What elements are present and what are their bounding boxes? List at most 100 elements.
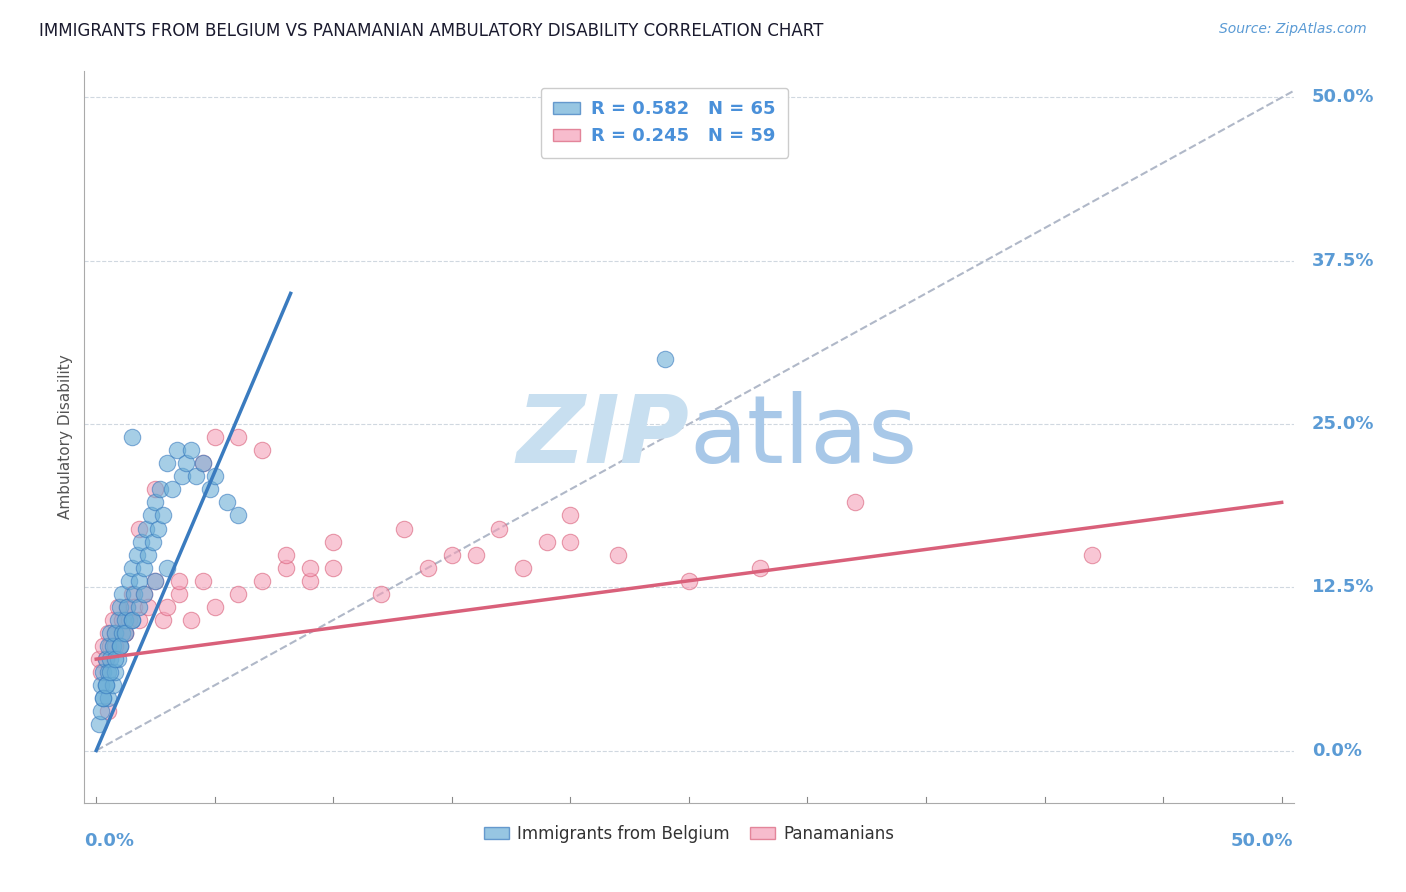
Point xyxy=(132,560,155,574)
Point xyxy=(167,587,190,601)
Point xyxy=(418,560,440,574)
Point xyxy=(180,443,202,458)
Point xyxy=(91,691,114,706)
Point xyxy=(191,456,214,470)
Point xyxy=(145,574,167,588)
Text: 12.5%: 12.5% xyxy=(1312,578,1374,596)
Point xyxy=(118,574,141,588)
Point xyxy=(91,665,114,680)
Point xyxy=(107,652,129,666)
Point xyxy=(606,548,628,562)
Point xyxy=(104,652,127,666)
Point xyxy=(128,521,150,535)
Point xyxy=(654,351,676,366)
Point xyxy=(180,613,202,627)
Point xyxy=(138,599,160,614)
Point xyxy=(128,574,150,588)
Point xyxy=(100,626,122,640)
Point xyxy=(108,599,131,614)
Point xyxy=(90,678,112,692)
Point xyxy=(250,443,273,458)
Point xyxy=(108,639,131,653)
Point xyxy=(191,574,214,588)
Point xyxy=(152,508,174,523)
Point xyxy=(184,469,207,483)
Point xyxy=(228,508,250,523)
Point xyxy=(104,626,127,640)
Text: 25.0%: 25.0% xyxy=(1312,415,1374,433)
Point xyxy=(111,626,134,640)
Point xyxy=(128,599,150,614)
Point xyxy=(91,639,114,653)
Point xyxy=(464,548,486,562)
Point xyxy=(322,534,344,549)
Text: 0.0%: 0.0% xyxy=(1312,741,1361,760)
Point xyxy=(94,678,117,692)
Point xyxy=(204,469,226,483)
Text: Source: ZipAtlas.com: Source: ZipAtlas.com xyxy=(1219,22,1367,37)
Point xyxy=(844,495,866,509)
Point xyxy=(250,574,273,588)
Point xyxy=(156,599,179,614)
Legend: Immigrants from Belgium, Panamanians: Immigrants from Belgium, Panamanians xyxy=(477,818,901,849)
Point xyxy=(91,691,114,706)
Point xyxy=(142,534,165,549)
Point xyxy=(146,521,169,535)
Text: ZIP: ZIP xyxy=(516,391,689,483)
Point xyxy=(97,665,120,680)
Point xyxy=(114,626,136,640)
Point xyxy=(138,548,160,562)
Point xyxy=(94,652,117,666)
Point xyxy=(100,665,122,680)
Point xyxy=(104,626,127,640)
Point xyxy=(114,626,136,640)
Point xyxy=(115,599,138,614)
Point xyxy=(145,574,167,588)
Point xyxy=(101,613,124,627)
Point xyxy=(100,639,122,653)
Point xyxy=(170,469,193,483)
Point xyxy=(749,560,772,574)
Point xyxy=(298,560,321,574)
Point xyxy=(108,639,131,653)
Text: 50.0%: 50.0% xyxy=(1232,832,1294,850)
Point xyxy=(204,430,226,444)
Point xyxy=(488,521,510,535)
Text: 50.0%: 50.0% xyxy=(1312,88,1374,106)
Point xyxy=(145,483,167,497)
Point xyxy=(90,705,112,719)
Point xyxy=(156,456,179,470)
Point xyxy=(101,678,124,692)
Point xyxy=(394,521,416,535)
Point xyxy=(145,495,167,509)
Point xyxy=(228,587,250,601)
Point xyxy=(118,613,141,627)
Point xyxy=(149,483,172,497)
Text: IMMIGRANTS FROM BELGIUM VS PANAMANIAN AMBULATORY DISABILITY CORRELATION CHART: IMMIGRANTS FROM BELGIUM VS PANAMANIAN AM… xyxy=(39,22,824,40)
Point xyxy=(274,548,297,562)
Point xyxy=(111,587,134,601)
Point xyxy=(274,560,297,574)
Point xyxy=(97,705,120,719)
Point xyxy=(176,456,198,470)
Point xyxy=(1081,548,1104,562)
Point xyxy=(87,652,110,666)
Point xyxy=(111,613,134,627)
Point xyxy=(87,717,110,731)
Point xyxy=(370,587,392,601)
Point xyxy=(440,548,463,562)
Point xyxy=(114,613,136,627)
Point xyxy=(108,639,131,653)
Point xyxy=(156,560,179,574)
Point xyxy=(104,639,127,653)
Point xyxy=(204,599,226,614)
Point xyxy=(121,587,143,601)
Point xyxy=(101,639,124,653)
Point xyxy=(122,587,145,601)
Point xyxy=(166,443,188,458)
Point xyxy=(97,691,120,706)
Text: atlas: atlas xyxy=(689,391,917,483)
Point xyxy=(322,560,344,574)
Point xyxy=(560,508,582,523)
Point xyxy=(90,665,112,680)
